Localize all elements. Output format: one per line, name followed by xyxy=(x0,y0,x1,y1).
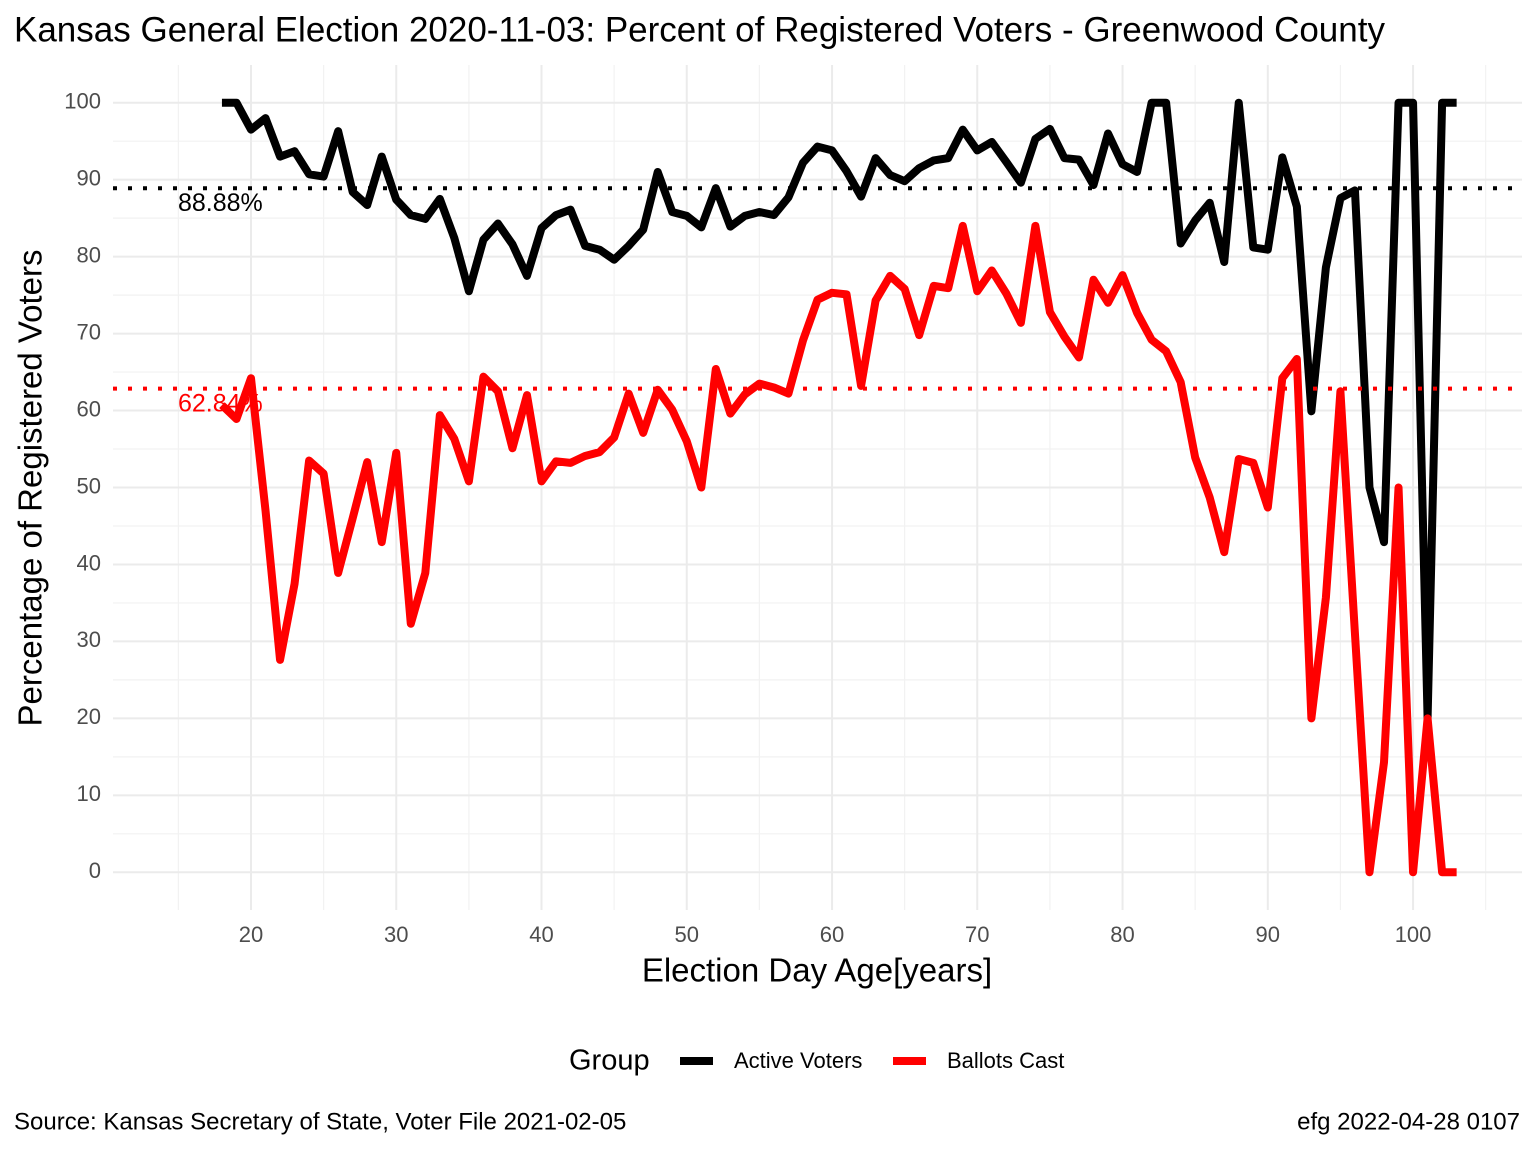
x-tick-label: 50 xyxy=(675,922,699,947)
y-tick-label: 90 xyxy=(77,165,101,190)
x-tick-label: 30 xyxy=(384,922,408,947)
chart-title: Kansas General Election 2020-11-03: Perc… xyxy=(14,10,1385,49)
x-tick-label: 70 xyxy=(965,922,989,947)
x-tick-label: 90 xyxy=(1256,922,1280,947)
y-tick-label: 30 xyxy=(77,627,101,652)
legend-label: Ballots Cast xyxy=(947,1048,1064,1073)
x-tick-label: 60 xyxy=(820,922,844,947)
y-tick-label: 40 xyxy=(77,550,101,575)
reference-label: 88.88% xyxy=(178,189,263,217)
data-line xyxy=(221,98,1457,723)
legend-label: Active Voters xyxy=(734,1048,862,1073)
y-axis-title: Percentage of Registered Voters xyxy=(12,250,49,727)
y-tick-label: 60 xyxy=(77,396,101,421)
y-tick-label: 70 xyxy=(77,319,101,344)
y-tick-label: 80 xyxy=(77,242,101,267)
data-line xyxy=(219,221,1457,877)
y-tick-label: 100 xyxy=(64,89,101,114)
x-axis-title: Election Day Age[years] xyxy=(642,952,992,989)
caption-right: efg 2022-04-28 0107 xyxy=(1297,1108,1520,1135)
reference-label: 62.84% xyxy=(178,389,263,417)
y-tick-label: 10 xyxy=(77,781,101,806)
y-tick-label: 20 xyxy=(77,704,101,729)
x-tick-label: 80 xyxy=(1110,922,1134,947)
y-tick-label: 50 xyxy=(77,473,101,498)
caption-left: Source: Kansas Secretary of State, Voter… xyxy=(14,1108,626,1135)
x-tick-label: 20 xyxy=(239,922,263,947)
y-tick-label: 0 xyxy=(89,858,101,883)
x-tick-label: 100 xyxy=(1395,922,1432,947)
legend-title: Group xyxy=(569,1045,650,1077)
x-tick-label: 40 xyxy=(529,922,553,947)
